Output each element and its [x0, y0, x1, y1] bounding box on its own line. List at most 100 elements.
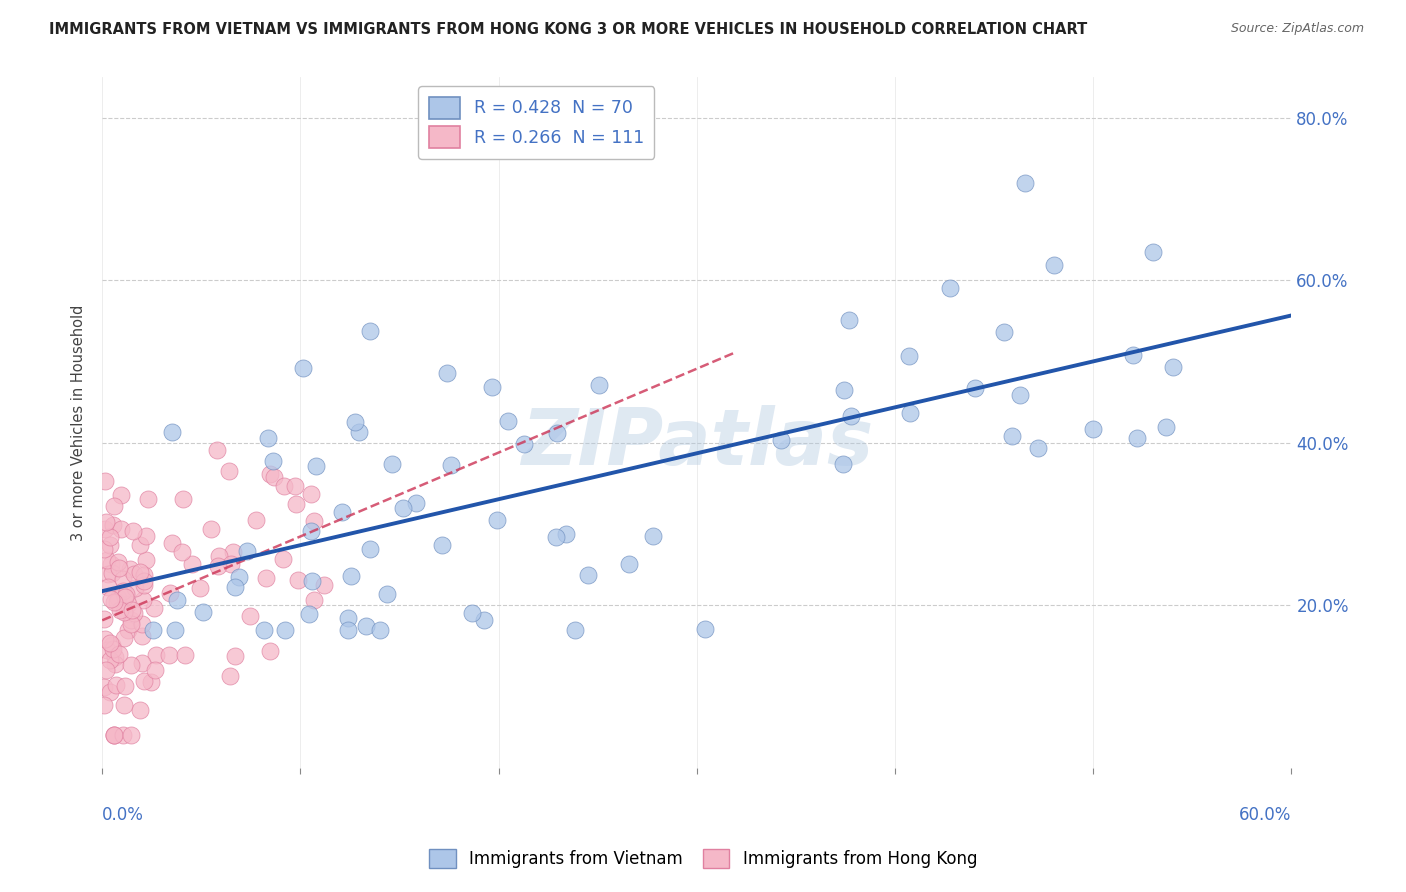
Point [205, 442, 228, 457]
Point [312, 578, 335, 592]
Y-axis label: 3 or more Vehicles in Household: 3 or more Vehicles in Household [72, 304, 86, 541]
Point [354, 619, 377, 633]
Point [271, 551, 294, 566]
Point [284, 497, 307, 511]
Text: IMMIGRANTS FROM VIETNAM VS IMMIGRANTS FROM HONG KONG 3 OR MORE VEHICLES IN HOUSE: IMMIGRANTS FROM VIETNAM VS IMMIGRANTS FR… [49, 22, 1087, 37]
Point [98, 685, 121, 699]
Point [134, 574, 156, 589]
Point [101, 566, 124, 580]
Point [284, 479, 307, 493]
Point [93, 611, 115, 625]
Point [132, 578, 155, 592]
Point [298, 607, 321, 621]
Point [117, 623, 139, 637]
Point [103, 642, 125, 657]
Point [299, 487, 322, 501]
Point [839, 409, 862, 423]
Point [555, 526, 578, 541]
Point [274, 623, 297, 637]
Point [1125, 431, 1147, 445]
Point [1161, 359, 1184, 374]
Point [1008, 388, 1031, 402]
Point [190, 581, 212, 595]
Point [94, 474, 117, 488]
Point [336, 623, 359, 637]
Point [135, 553, 157, 567]
Point [481, 380, 503, 394]
Point [103, 728, 125, 742]
Point [157, 648, 180, 662]
Point [103, 728, 125, 742]
Point [128, 538, 150, 552]
Point [898, 406, 921, 420]
Point [262, 454, 284, 468]
Point [1028, 441, 1050, 455]
Point [939, 280, 962, 294]
Point [291, 360, 314, 375]
Point [93, 698, 115, 712]
Point [112, 605, 135, 619]
Point [564, 623, 586, 637]
Point [301, 574, 323, 588]
Point [124, 581, 146, 595]
Point [1154, 419, 1177, 434]
Point [219, 669, 242, 683]
Point [588, 378, 610, 392]
Point [94, 663, 117, 677]
Point [430, 538, 453, 552]
Point [112, 583, 135, 598]
Point [460, 607, 482, 621]
Point [120, 728, 142, 742]
Point [224, 580, 246, 594]
Point [134, 567, 156, 582]
Point [381, 458, 404, 472]
Point [299, 524, 322, 538]
Point [134, 673, 156, 688]
Point [897, 349, 920, 363]
Point [96, 553, 118, 567]
Point [245, 513, 267, 527]
Point [239, 609, 262, 624]
Point [112, 698, 135, 712]
Point [344, 415, 367, 429]
Point [120, 613, 142, 627]
Point [96, 643, 118, 657]
Point [108, 602, 131, 616]
Point [159, 586, 181, 600]
Point [128, 565, 150, 579]
Point [1142, 244, 1164, 259]
Point [131, 656, 153, 670]
Point [221, 545, 243, 559]
Point [121, 603, 143, 617]
Point [349, 425, 371, 440]
Point [546, 529, 568, 543]
Point [121, 524, 143, 538]
Point [103, 499, 125, 513]
Point [114, 680, 136, 694]
Text: Source: ZipAtlas.com: Source: ZipAtlas.com [1230, 22, 1364, 36]
Point [191, 605, 214, 619]
Point [163, 623, 186, 637]
Point [200, 522, 222, 536]
Point [114, 591, 136, 605]
Point [224, 649, 246, 664]
Point [1014, 176, 1036, 190]
Point [136, 492, 159, 507]
Point [117, 597, 139, 611]
Point [392, 501, 415, 516]
Point [98, 636, 121, 650]
Point [145, 648, 167, 662]
Point [112, 631, 135, 645]
Point [641, 529, 664, 543]
Point [100, 538, 122, 552]
Point [141, 675, 163, 690]
Point [100, 592, 122, 607]
Point [330, 505, 353, 519]
Point [440, 458, 463, 473]
Point [208, 549, 231, 564]
Point [1122, 348, 1144, 362]
Point [131, 629, 153, 643]
Point [100, 557, 122, 571]
Point [576, 567, 599, 582]
Point [93, 680, 115, 694]
